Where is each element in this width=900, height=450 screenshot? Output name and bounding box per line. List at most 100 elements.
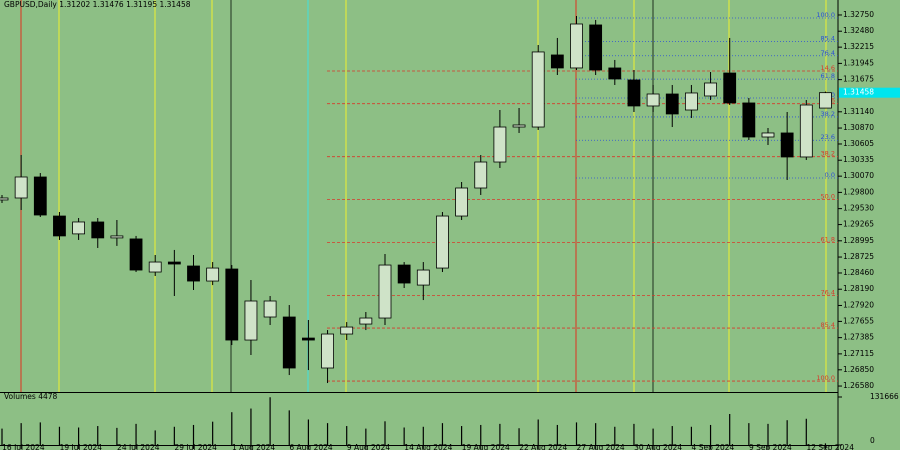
candle-body <box>416 269 430 286</box>
fib-label: 85.4 <box>821 34 835 42</box>
fib-label: 23.6 <box>821 133 835 141</box>
candle-body <box>570 23 583 69</box>
y-tick-label: 1.27385 <box>843 333 874 342</box>
y-tick-label: 1.30870 <box>843 123 874 132</box>
x-tick-label: 29 Jul 2024 <box>175 443 218 450</box>
y-tick-label: 1.27655 <box>843 316 874 325</box>
fib-label: 50.0 <box>821 192 835 200</box>
candle-body <box>761 132 775 138</box>
candle-body <box>301 337 315 341</box>
x-tick-label: 27 Aug 2024 <box>577 443 625 450</box>
y-tick-label: 1.26850 <box>843 365 874 374</box>
y-tick-label: 1.32480 <box>843 26 874 35</box>
candle-body <box>723 72 737 104</box>
fib-label: 100.0 <box>816 11 835 19</box>
y-tick-label: 1.26580 <box>843 381 874 390</box>
volume-name: Volumes <box>4 392 36 401</box>
candle-body <box>72 221 85 235</box>
y-tick-label: 1.31945 <box>843 58 874 67</box>
candle-body <box>53 215 66 237</box>
y-tick-label: 1.28190 <box>843 284 874 293</box>
x-tick-label: 9 Aug 2024 <box>347 443 390 450</box>
candle-body <box>493 126 507 163</box>
x-tick-label: 6 Aug 2024 <box>289 443 332 450</box>
candle-body <box>550 54 564 69</box>
candle-body <box>321 333 334 369</box>
candle-body <box>455 187 469 217</box>
fib-label: 85.4 <box>821 321 835 329</box>
x-tick-label: 19 Aug 2024 <box>462 443 510 450</box>
candle-body <box>589 24 603 71</box>
candle-body <box>33 176 47 216</box>
candle-body <box>148 261 162 273</box>
last-low: 1.31195 <box>126 0 157 9</box>
y-tick-label: 1.30070 <box>843 171 874 180</box>
y-tick-label: 1.30335 <box>843 155 874 164</box>
candle-body <box>187 265 200 282</box>
candle-body <box>608 67 622 80</box>
candle-body <box>627 79 641 107</box>
x-tick-label: 9 Sep 2024 <box>749 443 792 450</box>
candle-body <box>780 132 794 158</box>
x-tick-label: 1 Aug 2024 <box>232 443 275 450</box>
volume-last: 4478 <box>38 392 57 401</box>
candle-body <box>436 215 449 269</box>
chart-title: GBPUSD,Daily 1.31202 1.31476 1.31195 1.3… <box>4 0 191 9</box>
y-tick-label: 1.27920 <box>843 300 874 309</box>
candle-body <box>685 92 698 111</box>
candle-body <box>282 316 296 369</box>
candle-body <box>531 51 545 128</box>
y-tick-label: 1.31675 <box>843 75 874 84</box>
candle-body <box>819 92 832 109</box>
fib-label: 38.2 <box>821 110 835 118</box>
candle-body <box>646 93 660 107</box>
period-separators <box>20 0 827 392</box>
last-high: 1.31476 <box>93 0 124 9</box>
y-tick-label: 1.29265 <box>843 220 874 229</box>
x-tick-label: 14 Aug 2024 <box>404 443 452 450</box>
fib-label: 0.0 <box>825 171 835 179</box>
x-tick-label: 16 Jul 2024 <box>2 443 45 450</box>
x-tick-label: 19 Jul 2024 <box>60 443 103 450</box>
y-tick-label: 1.28995 <box>843 236 874 245</box>
fib-label: 38.2 <box>821 150 835 158</box>
y-tick-label: 1.29800 <box>843 187 874 196</box>
candle-body <box>225 268 239 341</box>
candle-body <box>14 176 28 199</box>
candle-body <box>91 221 105 239</box>
y-tick-label: 1.29530 <box>843 204 874 213</box>
candle-body <box>263 300 277 318</box>
candle-body <box>110 235 124 239</box>
candle-body <box>340 326 354 335</box>
candle-body <box>799 104 813 158</box>
fib-label: 61.8 <box>821 235 835 243</box>
candle-body <box>244 300 258 341</box>
x-tick-label: 22 Aug 2024 <box>519 443 567 450</box>
last-close: 1.31458 <box>159 0 190 9</box>
candle-body <box>129 238 143 271</box>
x-tick-label: 30 Aug 2024 <box>634 443 682 450</box>
y-tick-label: 1.27115 <box>843 349 874 358</box>
last-open: 1.31202 <box>59 0 90 9</box>
x-tick-label: 12 Sep 2024 <box>806 443 854 450</box>
fib-label: 14.6 <box>821 64 835 72</box>
y-tick-label: 1.28460 <box>843 268 874 277</box>
fib-label: 76.4 <box>821 288 835 296</box>
candle-body <box>474 161 488 189</box>
x-tick-label: 24 Jul 2024 <box>117 443 160 450</box>
candle-body <box>359 317 373 325</box>
candle-body <box>665 93 679 115</box>
current-price-label: 1.31458 <box>843 88 874 97</box>
candle-body <box>742 102 756 138</box>
candle-body <box>0 197 9 201</box>
fib-label: 61.8 <box>821 72 835 80</box>
candle-body <box>397 264 411 284</box>
y-tick-label: 1.28725 <box>843 252 874 261</box>
candle-body <box>167 261 181 265</box>
fib-label: 76.4 <box>821 49 835 57</box>
y-tick-label: 1.32750 <box>843 10 874 19</box>
symbol: GBPUSD,Daily <box>4 0 57 9</box>
current-price-box <box>839 87 900 98</box>
